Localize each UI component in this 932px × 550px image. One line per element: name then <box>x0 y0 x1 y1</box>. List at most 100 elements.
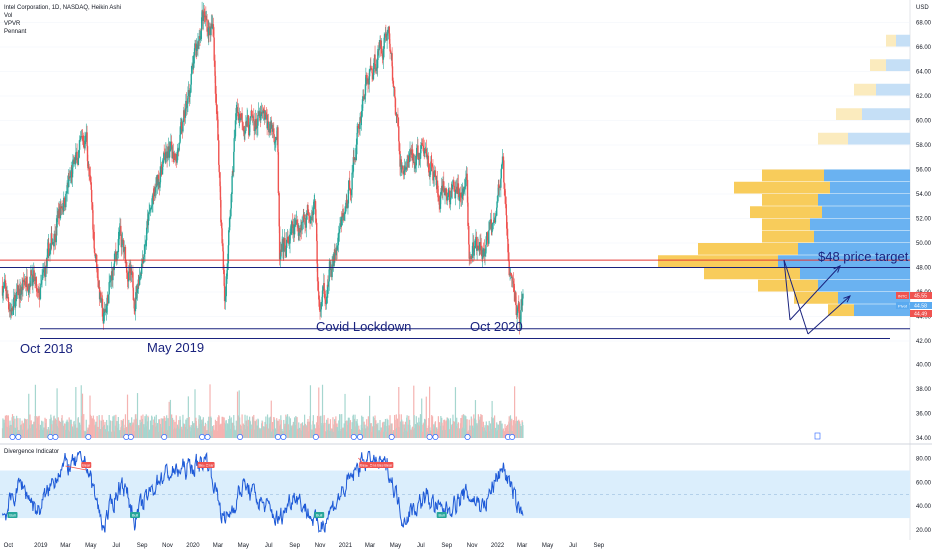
candle-body <box>250 110 253 117</box>
volume-bar <box>11 414 14 438</box>
divergence-line <box>364 463 374 467</box>
price-tags: INTC 45.55 Pivot 44.58 44.49 <box>896 292 932 318</box>
time-axis[interactable]: Oct 2019 Mar May Jul Sep Nov 2020 Mar May Jul Sep No… <box>4 543 605 549</box>
candle-body <box>138 276 141 285</box>
candle-body <box>167 151 169 159</box>
candle-body <box>278 193 280 227</box>
volume-bar <box>162 418 164 438</box>
candle-body <box>48 253 51 256</box>
candle-body <box>364 95 366 100</box>
candle-body <box>284 238 286 251</box>
volume-tick: 38.00 <box>916 387 932 393</box>
candle-body <box>425 148 427 155</box>
candle-body <box>318 299 321 310</box>
candle-body <box>180 122 183 129</box>
candle-body <box>235 107 238 108</box>
candle-body <box>273 128 275 135</box>
candle-body <box>150 206 153 208</box>
candle-body <box>252 116 254 118</box>
volume-bar <box>48 429 50 438</box>
volume-bar <box>38 415 40 438</box>
candle-body <box>397 117 399 127</box>
label-text: Bear <box>360 464 369 468</box>
candle-body <box>65 193 67 208</box>
volume-bar <box>181 426 183 438</box>
rsi-tick: 80.00 <box>916 457 932 463</box>
candle-body <box>504 188 506 197</box>
candle-body <box>487 240 489 244</box>
price-tick: 68.00 <box>916 21 932 27</box>
volume-bar <box>84 430 86 438</box>
volume-bar <box>446 417 449 438</box>
candle-body <box>519 323 521 325</box>
candle-body <box>504 196 507 205</box>
candle-body <box>273 134 275 143</box>
candle-body <box>15 292 17 302</box>
candle-body <box>193 55 195 68</box>
candle-body <box>64 203 66 208</box>
volume-bar <box>92 415 94 438</box>
bull-label: Bull <box>130 512 141 518</box>
volume-bar <box>175 415 177 438</box>
candle-body <box>101 298 103 300</box>
candle-body <box>441 185 443 191</box>
volume-bar <box>245 420 247 438</box>
volume-bar <box>206 430 208 438</box>
price-tick: 56.00 <box>916 168 932 174</box>
candle-body <box>108 294 110 304</box>
candle-body <box>14 294 16 308</box>
candle-body <box>242 122 244 127</box>
price-tick: 44.00 <box>916 315 932 321</box>
volume-bar <box>279 425 281 438</box>
volume-bar <box>500 429 502 438</box>
volume-bar <box>123 430 125 438</box>
label-text: Bear <box>206 464 215 468</box>
candle-body <box>406 162 409 163</box>
candle-body <box>145 227 148 241</box>
candle-body <box>170 141 172 150</box>
candle-body <box>249 116 252 119</box>
volume-bar <box>303 425 305 438</box>
candle-body <box>145 240 147 245</box>
candle-body <box>117 239 120 253</box>
candle-body <box>315 209 317 223</box>
candle-body <box>450 187 452 198</box>
candle-body <box>73 157 75 164</box>
volume-bar <box>98 419 101 438</box>
volume-bar <box>135 424 137 438</box>
candle-body <box>87 161 89 169</box>
volume-bar <box>477 414 479 438</box>
volume-bar <box>3 422 6 438</box>
candle-body <box>20 293 22 295</box>
candle-body <box>497 184 500 195</box>
price-tag-label: Pivot <box>898 304 908 309</box>
volume-bar <box>346 425 348 438</box>
candle-body <box>85 135 87 137</box>
candle-body <box>142 259 144 263</box>
volume-bar <box>463 414 465 438</box>
volume-bar <box>307 419 309 438</box>
candle-body <box>30 270 32 275</box>
volume-bar <box>26 430 29 438</box>
volume-bar <box>409 425 411 438</box>
volume-bar <box>426 431 429 438</box>
candle-body <box>390 51 392 54</box>
candle-body <box>96 268 98 270</box>
volume-bar <box>191 421 194 438</box>
volume-profile <box>658 34 910 316</box>
candle-body <box>313 201 315 208</box>
volume-bar <box>323 415 325 438</box>
volume-bar <box>496 422 498 438</box>
volume-bar <box>481 415 483 438</box>
volume-bar <box>444 429 446 438</box>
candle-body <box>257 114 259 126</box>
volume-bar <box>309 385 312 438</box>
candle-body <box>203 15 206 18</box>
volume-tick: 34.00 <box>916 436 932 442</box>
volume-bar <box>419 425 421 438</box>
candle-body <box>50 233 53 245</box>
volume-bar <box>42 421 44 438</box>
candle-body <box>510 273 512 276</box>
volume-bar <box>107 431 109 438</box>
